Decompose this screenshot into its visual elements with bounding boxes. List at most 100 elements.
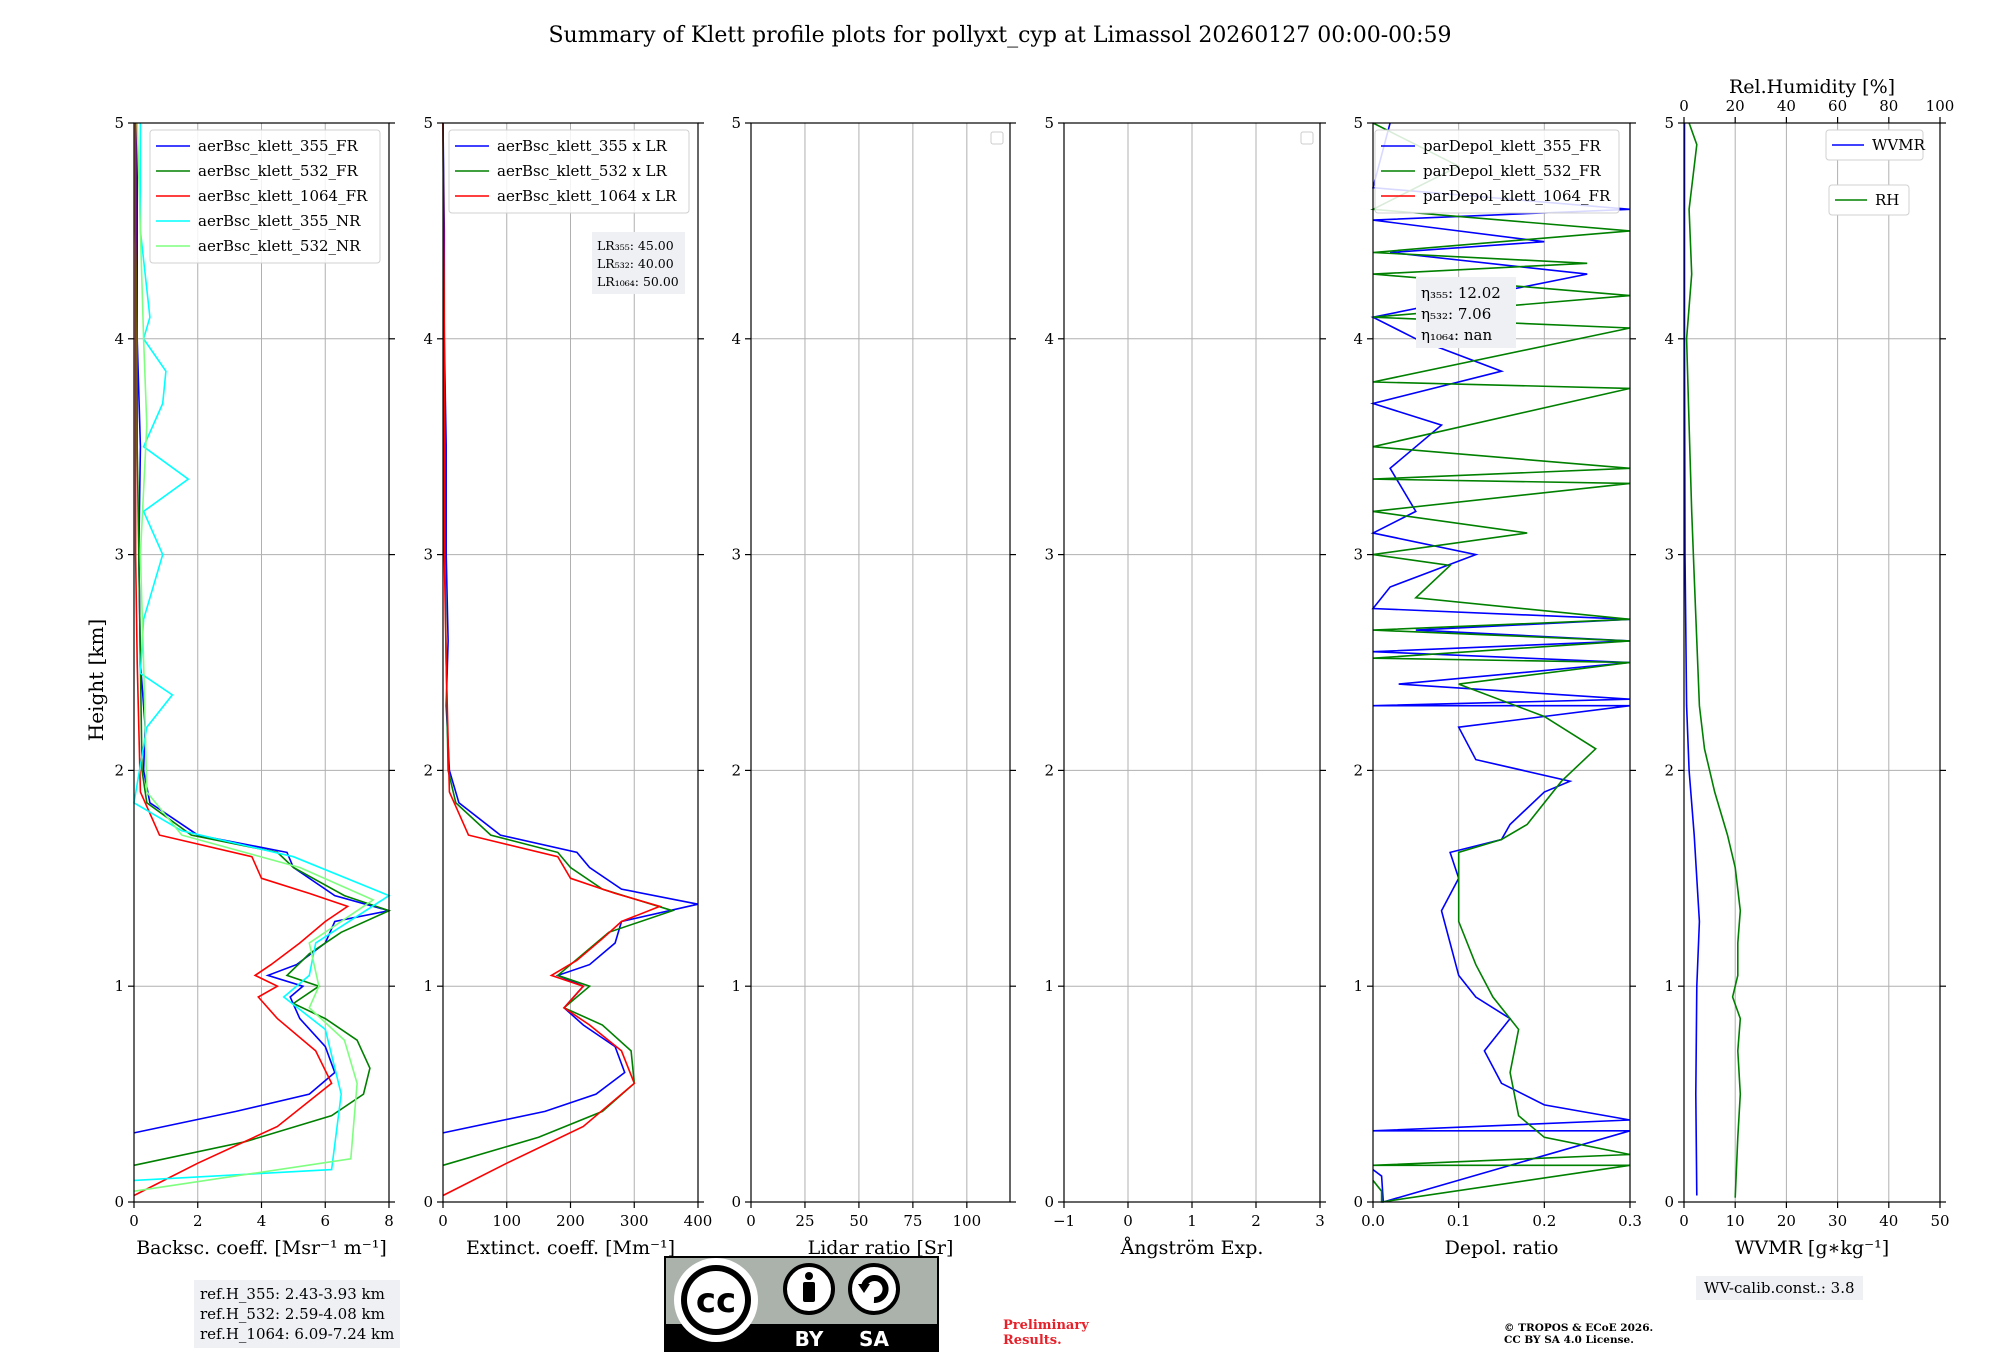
- series-line: [1685, 122, 1742, 1198]
- x-tick-label: 0.3: [1618, 1212, 1642, 1230]
- y-tick-label: 5: [1664, 114, 1674, 132]
- series-line: [133, 123, 391, 1182]
- y-tick-label: 5: [114, 114, 124, 132]
- figure-title: Summary of Klett profile plots for polly…: [548, 23, 1451, 48]
- annotation-text: η₅₃₂: 7.06: [1421, 305, 1491, 323]
- x-tick-label: 400: [684, 1212, 713, 1230]
- x-tick-label: 10: [1726, 1212, 1745, 1230]
- y-tick-label: 2: [114, 761, 124, 779]
- y-tick-label: 3: [1353, 546, 1363, 564]
- x-tick-label: 300: [620, 1212, 649, 1230]
- annotation-box: [592, 232, 685, 294]
- x2-tick-label: 40: [1777, 97, 1796, 115]
- y-tick-label: 2: [1044, 761, 1054, 779]
- ref-height-1064: ref.H_1064: 6.09-7.24 km: [200, 1325, 395, 1343]
- y-tick-label: 5: [423, 114, 433, 132]
- ref-height-532: ref.H_532: 2.59-4.08 km: [200, 1305, 385, 1323]
- preliminary-notice: Preliminary Results.: [1003, 1318, 1089, 1348]
- y-tick-label: 0: [1044, 1193, 1054, 1211]
- x-tick-label: 0: [1679, 1212, 1689, 1230]
- y-tick-label: 1: [1044, 977, 1054, 995]
- y-tick-label: 3: [1044, 546, 1054, 564]
- y-tick-label: 2: [1664, 761, 1674, 779]
- copyright-line-2: CC BY SA 4.0 License.: [1504, 1334, 1634, 1346]
- x-tick-label: 2: [1251, 1212, 1261, 1230]
- x2-tick-label: 100: [1926, 97, 1955, 115]
- annotation-text: η₁₀₆₄: nan: [1421, 326, 1492, 344]
- ref-height-box: ref.H_355: 2.43-3.93 km ref.H_532: 2.59-…: [194, 1280, 401, 1348]
- legend-box: [1825, 129, 1924, 161]
- legend-label: aerBsc_klett_532_NR: [198, 237, 361, 255]
- y-tick-label: 1: [1353, 977, 1363, 995]
- y-tick-label: 3: [114, 546, 124, 564]
- y-tick-label: 1: [731, 977, 741, 995]
- y-tick-label: 4: [1353, 330, 1363, 348]
- y-tick-label: 5: [731, 114, 741, 132]
- legend-box: [448, 129, 690, 214]
- y-axis-label: Height [km]: [84, 619, 108, 741]
- panel-backscatter: 0 2 4 6 8 0 1 2 3 4 5 Backsc. coeff. [Msr⁻¹ m⁻¹] aer…: [114, 114, 395, 1259]
- x-tick-label: 1: [1187, 1212, 1197, 1230]
- cc-text: cc: [696, 1281, 736, 1321]
- series-line: [1683, 123, 1701, 1196]
- panel-depolarization: 0.0 0.1 0.2 0.3 0 1 2 3 4 5 Depol. ratio parDepol_k…: [1353, 114, 1641, 1259]
- x-tick-label: 20: [1777, 1212, 1796, 1230]
- legend-box: [1828, 184, 1910, 216]
- annotation-box: [1416, 277, 1516, 348]
- x-tick-label: −1: [1053, 1212, 1075, 1230]
- ref-height-355: ref.H_355: 2.43-3.93 km: [200, 1285, 385, 1303]
- legend-label: aerBsc_klett_355_FR: [198, 137, 358, 155]
- y-tick-label: 1: [423, 977, 433, 995]
- legend-label: parDepol_klett_532_FR: [1423, 162, 1601, 180]
- preliminary-line-1: Preliminary: [1003, 1318, 1089, 1333]
- x-tick-label: 100: [492, 1212, 521, 1230]
- panel-water-vapor: 0 10 20 30 40 50 0 1 2 3 4 5 WVMR [g∗kg⁻¹] 0 20 40 60 80 1…: [1664, 76, 1954, 1259]
- panel-lidar-ratio: 0 25 50 75 100 0 1 2 3 4 5 Lidar ratio [Sr]: [731, 114, 1016, 1259]
- y-tick-label: 0: [423, 1193, 433, 1211]
- x-tick-label: 40: [1879, 1212, 1898, 1230]
- y-tick-label: 4: [114, 330, 124, 348]
- y-tick-label: 4: [1664, 330, 1674, 348]
- cc-by-sa-logo: cc BY SA: [664, 1256, 939, 1352]
- y-tick-label: 3: [423, 546, 433, 564]
- x-tick-label: 0: [438, 1212, 448, 1230]
- x-tick-label: 0: [1123, 1212, 1133, 1230]
- y-tick-label: 0: [1664, 1193, 1674, 1211]
- x-tick-label: 200: [556, 1212, 585, 1230]
- x2-tick-label: 60: [1828, 97, 1847, 115]
- legend-label: aerBsc_klett_355 x LR: [497, 137, 668, 155]
- x-tick-label: 6: [320, 1212, 330, 1230]
- x-tick-label: 8: [384, 1212, 394, 1230]
- preliminary-line-2: Results.: [1003, 1333, 1062, 1348]
- legend-label: parDepol_klett_1064_FR: [1423, 187, 1611, 205]
- panel-frame: [750, 122, 1011, 1203]
- x-tick-label: 2: [193, 1212, 203, 1230]
- panel-frame: [1683, 122, 1941, 1203]
- x2-tick-label: 80: [1879, 97, 1898, 115]
- y-tick-label: 4: [423, 330, 433, 348]
- x-tick-label: 0.1: [1447, 1212, 1471, 1230]
- empty-legend: [1300, 131, 1314, 145]
- y-tick-label: 0: [114, 1193, 124, 1211]
- x-axis-label: Ångström Exp.: [1120, 1237, 1264, 1259]
- legend-label: aerBsc_klett_1064_FR: [198, 187, 368, 205]
- y-tick-label: 2: [423, 761, 433, 779]
- copyright-notice: © TROPOS & ECoE 2026. CC BY SA 4.0 Licen…: [1504, 1322, 1653, 1346]
- panel-extinction: 0 100 200 300 400 0 1 2 3 4 5 Extinct. coeff. [Mm⁻¹…: [423, 114, 712, 1259]
- x-axis-label: Depol. ratio: [1445, 1237, 1559, 1259]
- y-tick-label: 1: [1664, 977, 1674, 995]
- x-tick-label: 50: [1930, 1212, 1949, 1230]
- y-tick-label: 0: [731, 1193, 741, 1211]
- y-tick-label: 2: [731, 761, 741, 779]
- annotation-text: LR₅₃₂: 40.00: [597, 256, 674, 271]
- x-tick-label: 0: [129, 1212, 139, 1230]
- series-line: [133, 122, 375, 1192]
- copyright-line-1: © TROPOS & ECoE 2026.: [1504, 1322, 1654, 1334]
- y-tick-label: 5: [1353, 114, 1363, 132]
- series-line: [442, 122, 663, 1197]
- sa-label: SA: [859, 1327, 889, 1351]
- y-tick-label: 5: [1044, 114, 1054, 132]
